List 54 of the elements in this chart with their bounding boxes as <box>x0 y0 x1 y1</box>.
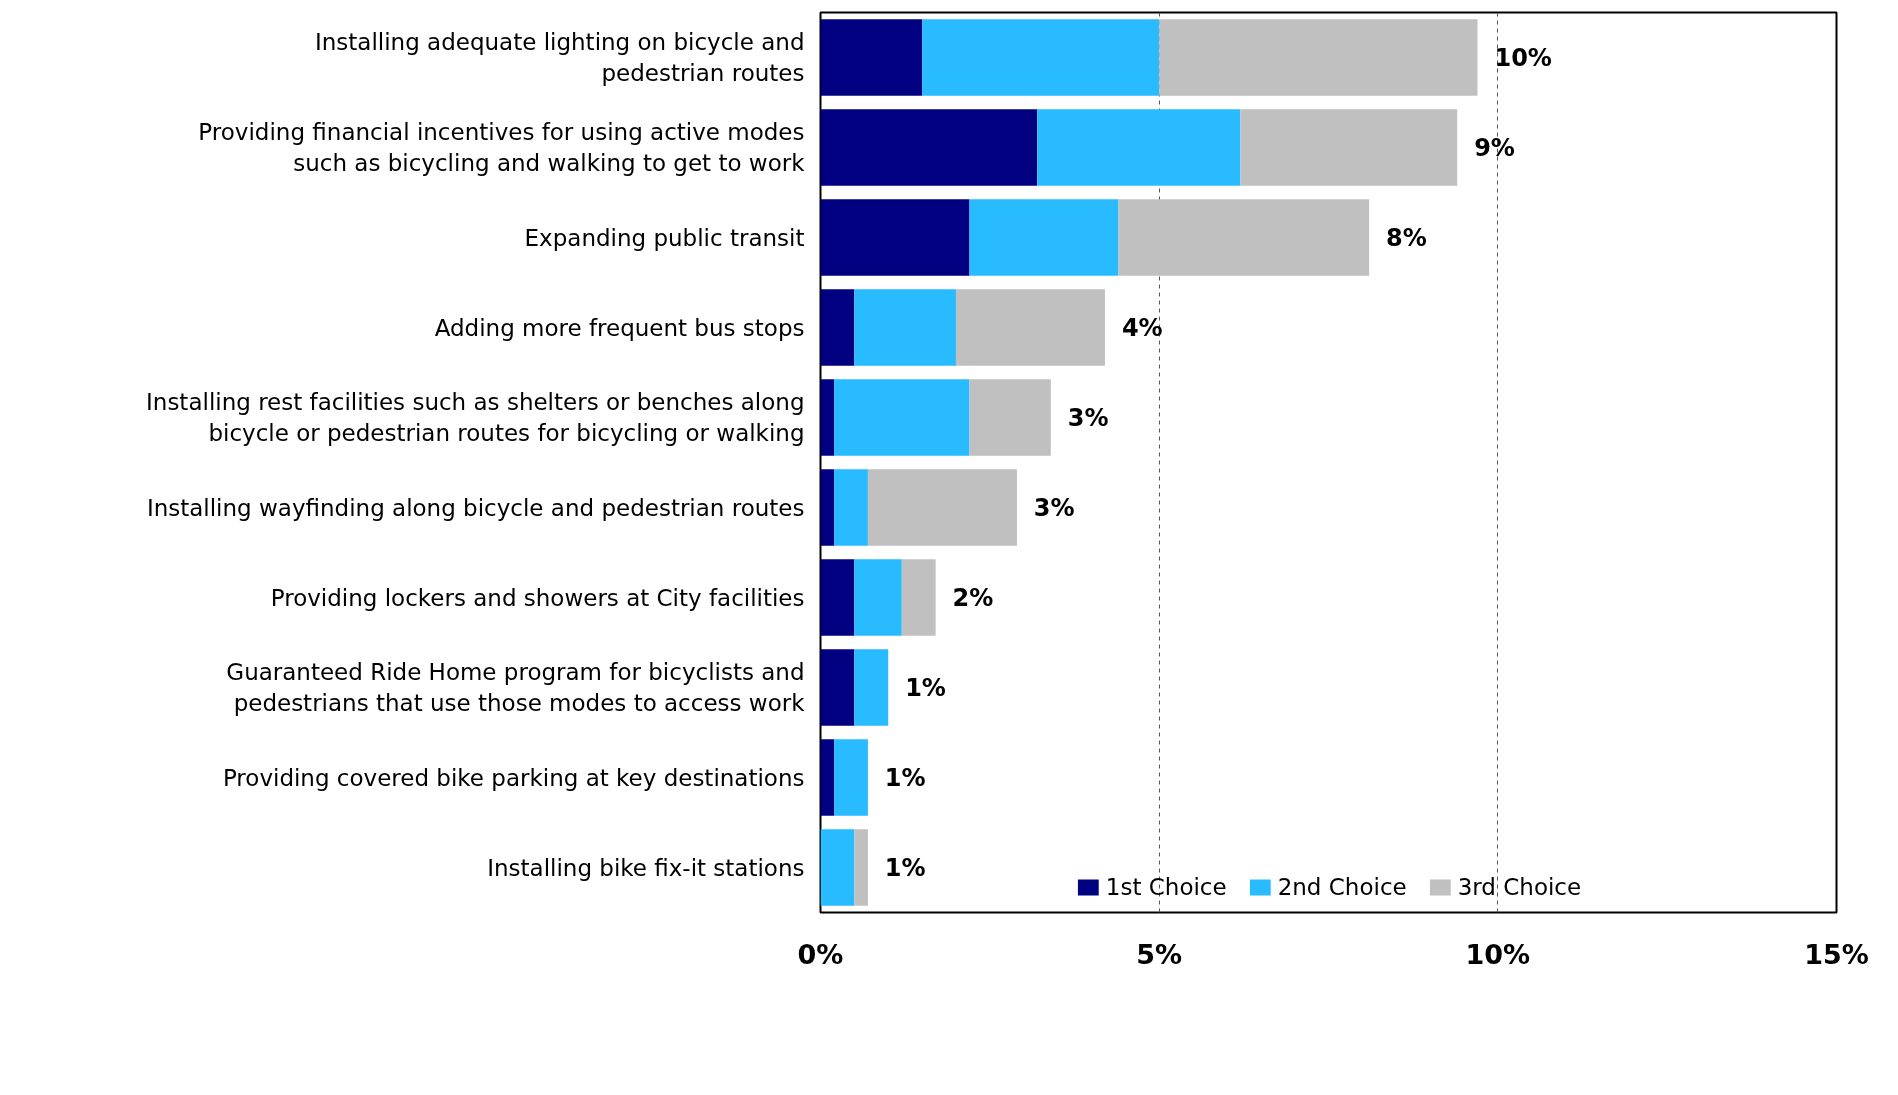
bar <box>922 19 1160 96</box>
bar <box>834 469 868 546</box>
x-tick-label: 5% <box>1136 938 1183 970</box>
bar <box>1159 19 1478 96</box>
bar <box>854 289 956 366</box>
bar <box>820 739 835 816</box>
bar <box>820 109 1038 186</box>
bar <box>820 649 855 726</box>
bar <box>854 559 902 636</box>
bar <box>820 559 855 636</box>
bar <box>854 829 868 906</box>
bar <box>820 19 923 96</box>
y-tick-label: Installing bike fix-it stations <box>487 854 805 881</box>
legend-label: 1st Choice <box>1105 874 1227 900</box>
bar <box>820 199 970 276</box>
bar <box>820 829 855 906</box>
y-tick-label: Installing rest facilities such as shelters or benches along bicycle or pedestrian routes for bicycling or walking <box>146 388 805 447</box>
bar <box>969 199 1119 276</box>
bar <box>867 469 1017 546</box>
total-label: 1% <box>884 763 926 792</box>
total-label: 1% <box>905 673 946 702</box>
legend-label: 2nd Choice <box>1277 874 1407 900</box>
y-tick-label: Providing lockers and showers at City facilities <box>270 584 805 611</box>
bar <box>901 559 936 636</box>
y-tick-label: Adding more frequent bus stops <box>434 314 805 341</box>
total-label: 2% <box>952 583 994 612</box>
bar <box>820 289 855 366</box>
y-tick-label: Providing financial incentives for using active modes such as bicycling and walking to get to work <box>198 118 806 177</box>
y-tick-label: Expanding public transit <box>524 224 805 251</box>
bar <box>969 379 1051 456</box>
bar <box>834 739 868 816</box>
total-label: 1% <box>884 853 926 882</box>
total-label: 8% <box>1386 223 1427 252</box>
total-label: 4% <box>1121 313 1163 342</box>
bar <box>834 379 970 456</box>
legend-label: 3rd Choice <box>1457 874 1582 900</box>
total-label: 10% <box>1494 43 1552 72</box>
x-tick-label: 0% <box>797 938 844 970</box>
bar <box>1118 199 1370 276</box>
total-label: 9% <box>1474 133 1515 162</box>
y-tick-label: Installing adequate lighting on bicycle and pedestrian routes <box>314 28 805 87</box>
total-label: 3% <box>1067 403 1109 432</box>
y-tick-label: Providing covered bike parking at key destinations <box>222 764 805 791</box>
bar <box>854 649 889 726</box>
y-tick-label: Installing wayfinding along bicycle and pedestrian routes <box>146 494 805 521</box>
total-label: 3% <box>1033 493 1075 522</box>
y-tick-label: Guaranteed Ride Home program for bicyclists and pedestrians that use those modes to access work <box>226 658 806 717</box>
bar <box>1037 109 1241 186</box>
bar <box>820 379 835 456</box>
x-tick-label: 15% <box>1804 938 1869 970</box>
bar <box>820 469 835 546</box>
bar <box>1240 109 1458 186</box>
bar <box>955 289 1105 366</box>
x-tick-label: 10% <box>1465 938 1531 970</box>
